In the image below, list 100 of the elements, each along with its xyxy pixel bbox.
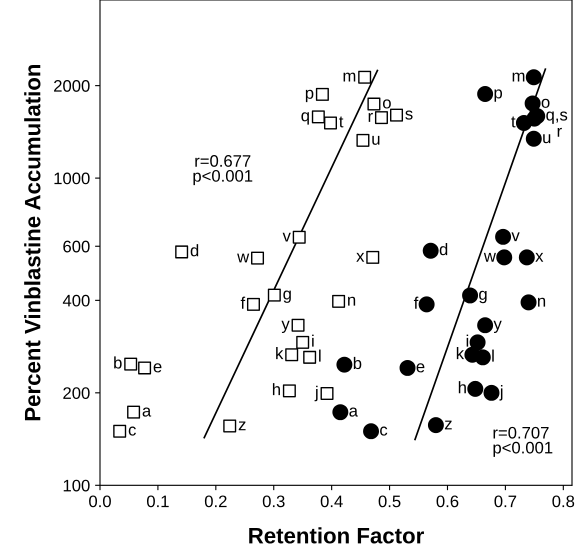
point (303, 350, 316, 364)
point (374, 111, 388, 124)
data-label: h (458, 381, 466, 394)
x-tick-label: 0.8 (552, 495, 574, 508)
data-label: k (276, 347, 284, 360)
point (477, 317, 494, 334)
data-label: c (128, 426, 136, 436)
point (358, 70, 372, 84)
point (462, 287, 478, 304)
data-label: e (416, 363, 424, 372)
y-tick-label: 100 (64, 480, 90, 492)
y-tick-label: 400 (62, 294, 90, 307)
x-tick-label: 0.5 (378, 495, 400, 508)
point (400, 360, 416, 376)
point (312, 110, 325, 124)
point (367, 98, 380, 111)
data-label: o (542, 98, 550, 108)
data-label: l (492, 350, 494, 362)
y-tick-label: 1000 (54, 172, 90, 184)
point (127, 406, 140, 419)
data-label: a (142, 408, 152, 417)
data-label: z (444, 420, 452, 430)
point (332, 404, 348, 420)
point (246, 298, 260, 311)
point (518, 249, 535, 266)
point (495, 228, 512, 245)
x-tick-label: 0.1 (146, 495, 169, 508)
point (296, 336, 310, 349)
x-tick-label: 0.0 (89, 495, 111, 508)
point (282, 384, 296, 398)
data-label: y (281, 320, 290, 333)
point (223, 419, 236, 432)
data-label: j (499, 385, 502, 401)
data-label: d (440, 243, 448, 256)
data-label: l (319, 350, 321, 362)
y-axis-title: Percent Vinblastine Accumulation (24, 64, 40, 420)
data-label: w (237, 254, 250, 262)
x-tick-label: 0.6 (436, 495, 458, 508)
data-label: j (314, 386, 318, 402)
data-label: p (306, 90, 314, 102)
point (428, 417, 444, 434)
data-label: u (543, 134, 550, 144)
x-tick-label: 0.4 (320, 495, 343, 508)
data-label: k (456, 347, 464, 360)
point (332, 294, 346, 308)
data-label: p (494, 89, 502, 102)
data-label: w (484, 252, 496, 262)
point (520, 294, 537, 310)
point (484, 384, 500, 401)
point (363, 423, 380, 440)
data-label: g (283, 290, 291, 303)
point (316, 88, 329, 101)
point (524, 95, 541, 112)
point (292, 230, 306, 244)
point (496, 249, 512, 266)
data-label: g (479, 290, 487, 304)
point (251, 252, 264, 265)
data-label: r (558, 128, 562, 137)
data-label: t (339, 116, 344, 128)
point (474, 349, 491, 366)
point (516, 114, 532, 131)
data-label: a (349, 408, 358, 417)
x-tick-label: 0.7 (494, 495, 516, 508)
point (138, 361, 152, 374)
point (324, 116, 338, 130)
data-label: i (312, 334, 314, 347)
data-label: z (238, 421, 246, 430)
data-label: i (466, 334, 468, 347)
point (366, 250, 380, 264)
data-label: d (190, 244, 198, 256)
data-label: n (348, 296, 356, 306)
point (477, 86, 494, 102)
data-label: b (354, 356, 362, 370)
x-axis-title: Retention Factor (249, 527, 424, 544)
point (422, 242, 439, 259)
data-label: h (272, 383, 280, 396)
point (285, 348, 298, 362)
point (175, 245, 188, 258)
data-label: t (511, 116, 516, 128)
data-label: x (535, 252, 544, 262)
point (292, 318, 305, 332)
data-label: m (512, 72, 524, 82)
data-label: q (301, 112, 309, 125)
point (268, 288, 281, 302)
data-label: v (282, 232, 291, 242)
data-label: u (372, 136, 380, 145)
data-label: n (538, 298, 546, 307)
point (526, 130, 542, 147)
x-tick-label: 0.2 (204, 495, 227, 508)
point (467, 380, 484, 397)
data-label: f (414, 296, 418, 309)
y-tick-label: 600 (63, 240, 90, 252)
point (470, 334, 486, 350)
data-label: q,s (546, 111, 568, 124)
point (390, 108, 404, 122)
point (356, 134, 370, 147)
data-label: y (494, 320, 502, 333)
data-label: c (380, 426, 388, 436)
data-label: e (154, 363, 162, 372)
annotation: r=0.707 p<0.001 (493, 426, 552, 457)
